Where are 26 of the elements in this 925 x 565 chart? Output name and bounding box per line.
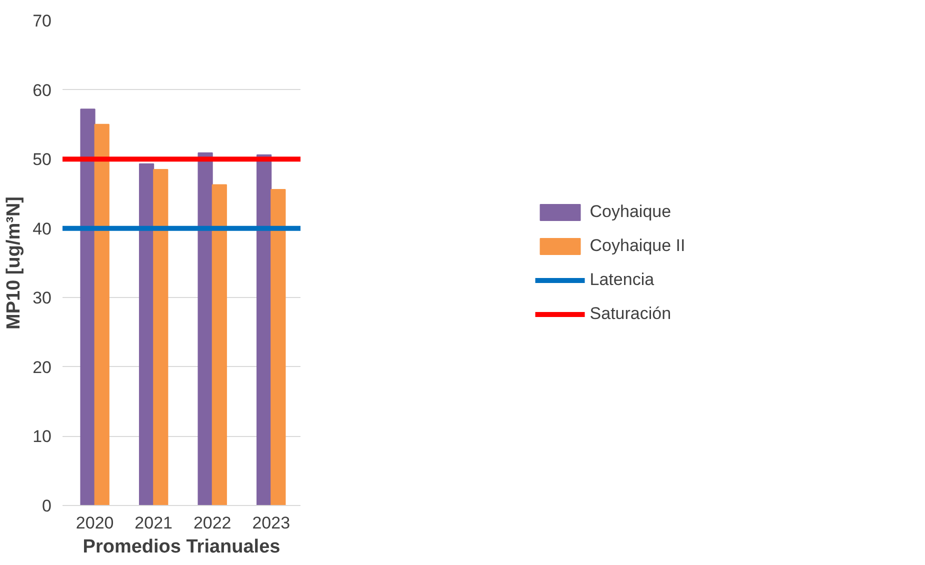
bar xyxy=(256,154,272,506)
y-tick-label: 30 xyxy=(32,288,52,308)
y-tick-label: 50 xyxy=(32,150,52,170)
y-tick-label: 0 xyxy=(42,496,52,516)
legend-label: Latencia xyxy=(590,270,654,290)
bar xyxy=(153,168,168,506)
bar xyxy=(80,108,96,506)
x-axis-title: Promedios Trianuales xyxy=(82,536,280,558)
bar xyxy=(94,124,110,506)
x-tick-label: 2022 xyxy=(193,514,232,532)
x-tick-label: 2020 xyxy=(76,514,114,532)
x-tick-label: 2021 xyxy=(134,514,173,532)
legend-label: Coyhaique xyxy=(590,202,672,222)
y-tick-label: 70 xyxy=(32,12,52,30)
legend-label: Coyhaique II xyxy=(590,236,686,256)
bar xyxy=(212,184,227,506)
bar xyxy=(138,163,154,506)
y-axis-title: MP10 [ug/m³N] xyxy=(4,196,25,330)
y-tick-label: 60 xyxy=(32,80,52,100)
x-tick-label: 2023 xyxy=(252,514,290,532)
y-tick-label: 20 xyxy=(32,358,52,377)
legend-label: Saturación xyxy=(590,304,672,324)
y-tick-label: 10 xyxy=(32,427,52,446)
bar xyxy=(198,152,213,506)
y-tick-label: 40 xyxy=(32,219,52,238)
bar xyxy=(270,189,286,506)
